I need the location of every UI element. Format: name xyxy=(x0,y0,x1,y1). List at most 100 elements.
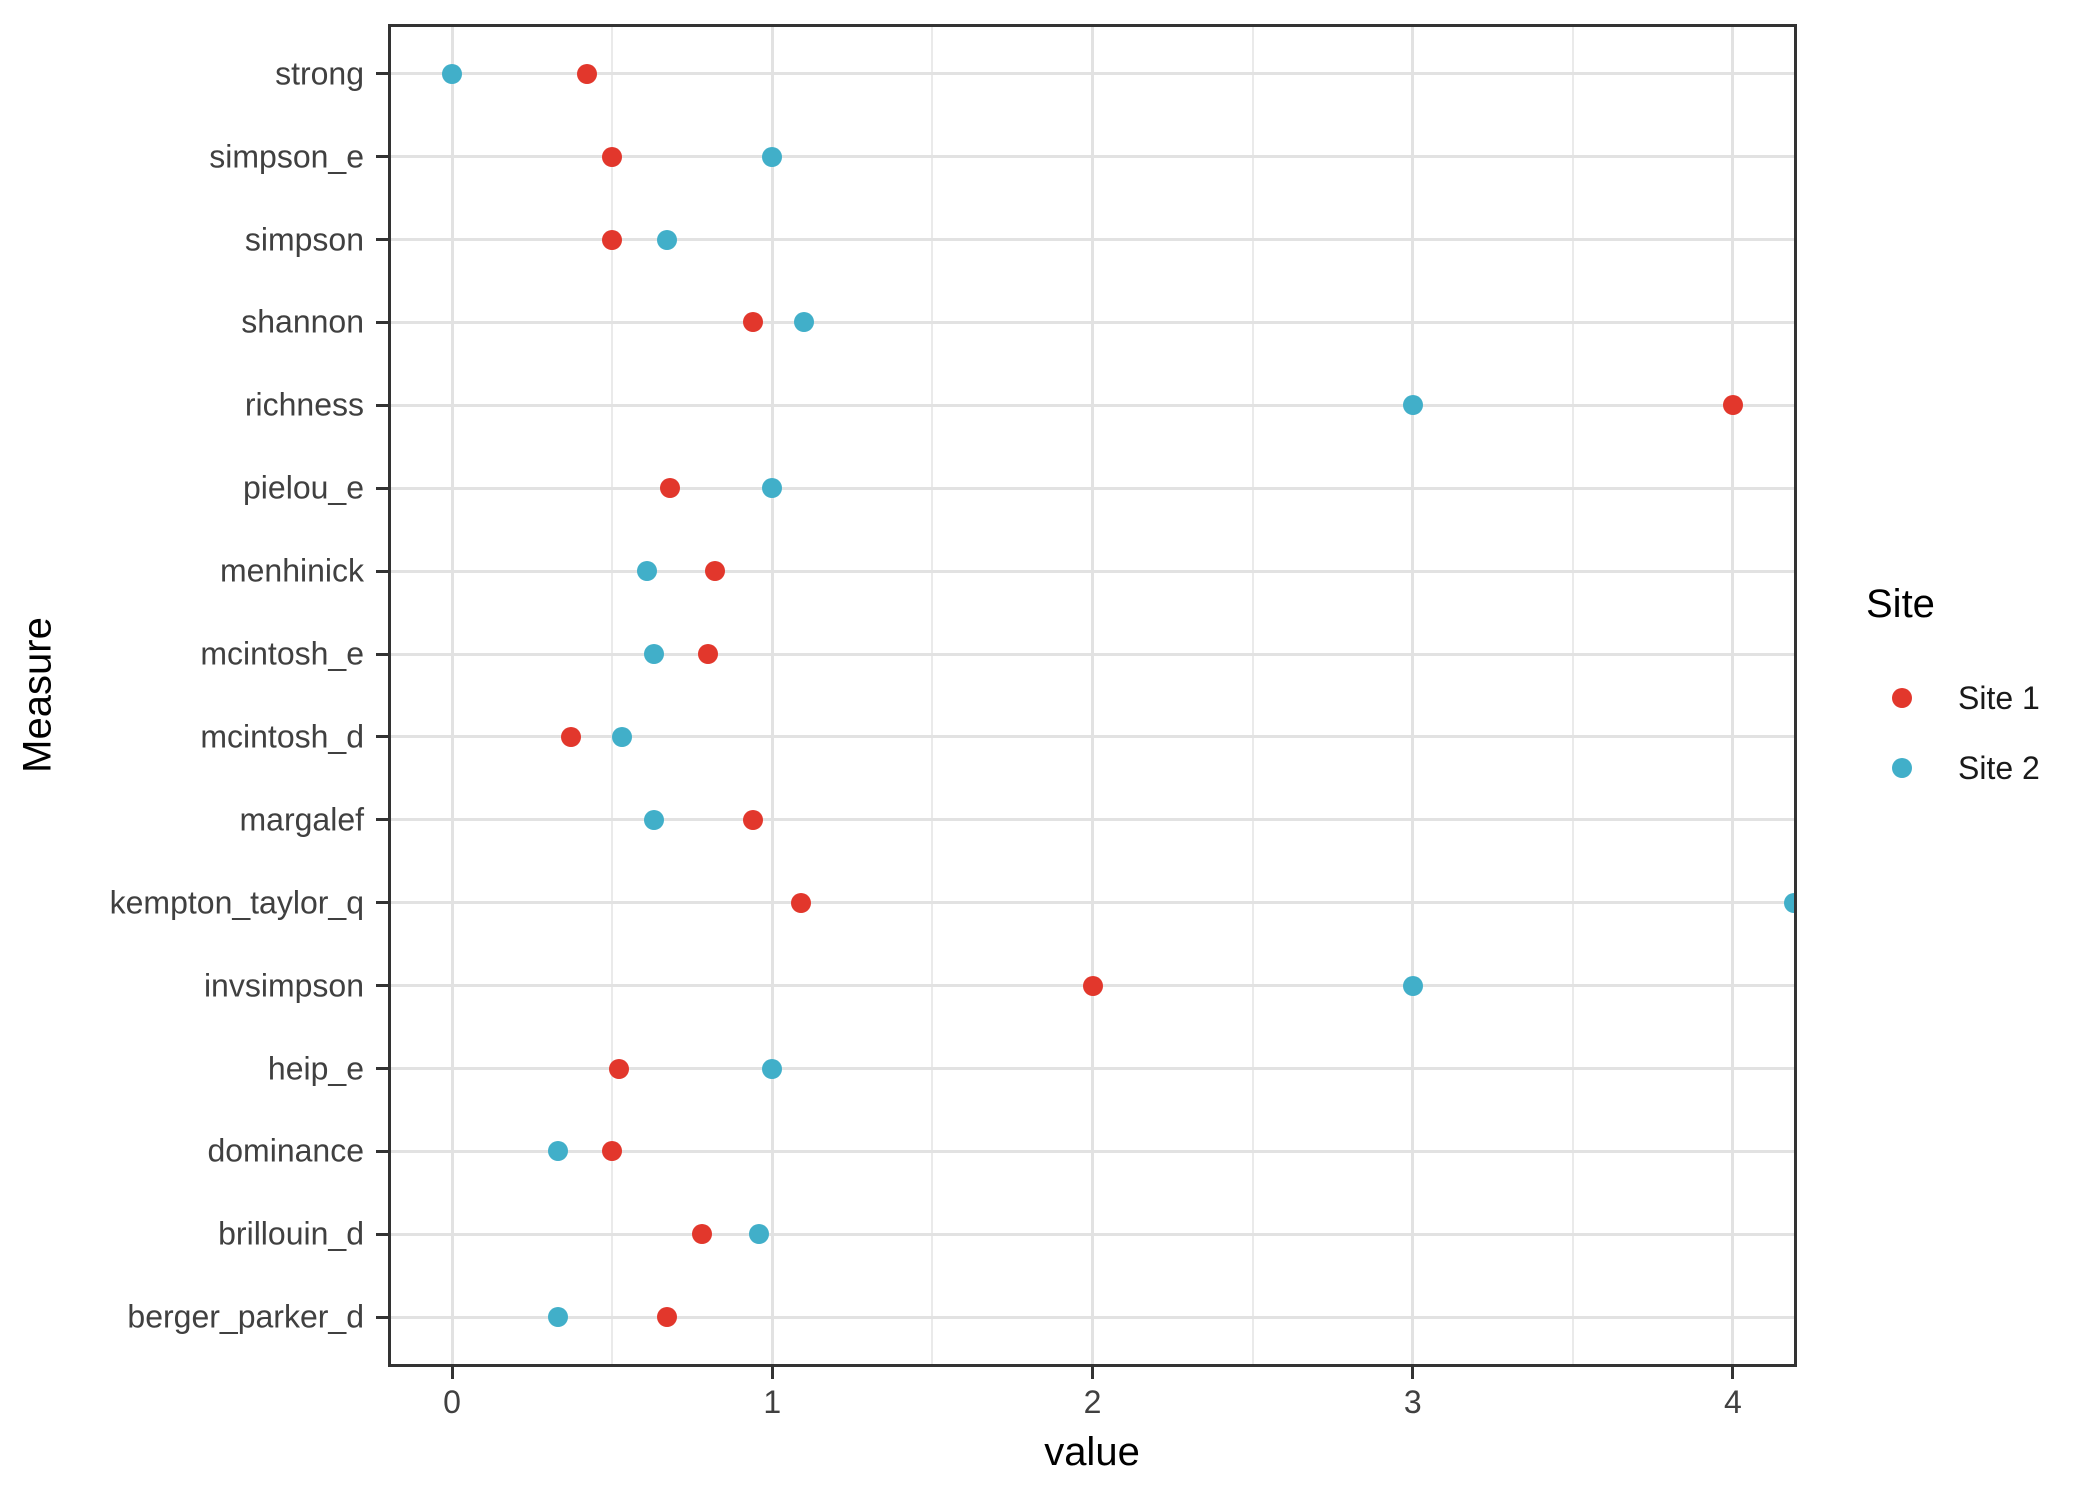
major-gridline xyxy=(1091,24,1094,1367)
y-axis-tick xyxy=(376,818,388,822)
legend-item-site2: Site 2 xyxy=(1862,733,2040,803)
data-point-site2 xyxy=(1402,395,1423,416)
y-axis-tick xyxy=(376,72,388,76)
data-point-site2 xyxy=(611,726,632,747)
y-axis-tick xyxy=(376,320,388,324)
data-point-site2 xyxy=(762,146,783,167)
data-point-site1 xyxy=(656,1307,677,1328)
y-tick-label: pielou_e xyxy=(243,469,364,506)
category-gridline xyxy=(388,486,1797,490)
y-tick-label: dominance xyxy=(207,1132,364,1169)
data-point-site1 xyxy=(602,1141,623,1162)
category-gridline xyxy=(388,901,1797,905)
y-axis-tick xyxy=(376,1149,388,1153)
data-point-site2 xyxy=(749,1224,770,1245)
data-point-site2 xyxy=(1783,892,1797,913)
x-axis-tick xyxy=(1411,1367,1415,1379)
data-point-site2 xyxy=(762,478,783,499)
category-gridline xyxy=(388,1067,1797,1071)
data-point-site2 xyxy=(547,1307,568,1328)
y-tick-label: richness xyxy=(244,386,364,423)
category-gridline xyxy=(388,818,1797,822)
legend: Site Site 1 Site 2 xyxy=(1862,582,2040,803)
category-gridline xyxy=(388,1149,1797,1153)
major-gridline xyxy=(1411,24,1415,1367)
y-tick-label: shannon xyxy=(241,303,364,340)
x-tick-label: 2 xyxy=(1083,1384,1102,1420)
x-tick-label: 1 xyxy=(763,1384,782,1420)
x-tick-label: 3 xyxy=(1403,1384,1422,1420)
category-gridline xyxy=(388,652,1797,656)
category-gridline xyxy=(388,1232,1797,1236)
y-tick-label: heip_e xyxy=(267,1050,364,1087)
legend-item-site1: Site 1 xyxy=(1862,663,2040,733)
data-point-site1 xyxy=(602,229,623,250)
y-tick-label: mcintosh_e xyxy=(200,635,364,672)
data-point-site1 xyxy=(704,561,725,582)
category-gridline xyxy=(388,1315,1797,1319)
major-gridline xyxy=(770,24,774,1367)
data-point-site2 xyxy=(547,1141,568,1162)
data-point-site2 xyxy=(643,644,664,665)
y-axis-title: Measure xyxy=(15,617,60,773)
y-axis-tick xyxy=(376,652,388,656)
category-gridline xyxy=(388,735,1797,739)
legend-label-site1: Site 1 xyxy=(1958,679,2040,716)
data-point-site1 xyxy=(608,1058,629,1079)
y-axis-tick xyxy=(376,984,388,988)
y-axis-tick xyxy=(376,1315,388,1319)
y-axis-tick xyxy=(376,238,388,242)
y-tick-label: simpson xyxy=(244,221,364,258)
data-point-site2 xyxy=(656,229,677,250)
legend-label-site2: Site 2 xyxy=(1958,749,2040,786)
category-gridline xyxy=(388,238,1797,242)
category-gridline xyxy=(388,403,1797,407)
major-gridline xyxy=(450,24,454,1367)
y-axis-tick xyxy=(376,1067,388,1071)
x-axis-tick xyxy=(1091,1367,1094,1379)
y-axis-tick xyxy=(376,569,388,573)
y-tick-label: kempton_taylor_q xyxy=(109,884,364,921)
x-tick-label: 0 xyxy=(443,1384,461,1420)
y-axis-tick xyxy=(376,403,388,407)
data-point-site2 xyxy=(762,1058,783,1079)
y-tick-label: menhinick xyxy=(219,552,364,589)
data-point-site1 xyxy=(602,146,623,167)
category-gridline xyxy=(388,155,1797,159)
site2-dot-icon xyxy=(1892,758,1912,778)
y-tick-label: simpson_e xyxy=(209,138,364,175)
y-tick-label: invsimpson xyxy=(203,967,364,1004)
category-gridline xyxy=(388,72,1797,76)
data-point-site2 xyxy=(794,312,815,333)
y-axis-tick xyxy=(376,486,388,490)
data-point-site1 xyxy=(1082,975,1103,996)
data-point-site1 xyxy=(691,1224,712,1245)
data-point-site1 xyxy=(560,726,581,747)
y-tick-label: margalef xyxy=(239,801,365,838)
data-point-site2 xyxy=(643,809,664,830)
x-tick-label: 4 xyxy=(1724,1384,1742,1420)
plot-panel xyxy=(388,24,1797,1367)
y-axis-tick xyxy=(376,901,388,905)
y-axis-tick xyxy=(376,735,388,739)
y-tick-label: berger_parker_d xyxy=(127,1298,364,1335)
y-tick-label: mcintosh_d xyxy=(200,718,364,755)
category-gridline xyxy=(388,320,1797,324)
y-axis-tick xyxy=(376,1232,388,1236)
data-point-site1 xyxy=(576,63,597,84)
x-axis-tick xyxy=(1731,1367,1735,1379)
minor-gridline xyxy=(1571,24,1574,1367)
legend-title: Site xyxy=(1866,582,1935,626)
data-point-site2 xyxy=(442,63,463,84)
x-axis-title: value xyxy=(1044,1430,1140,1474)
x-axis-tick xyxy=(450,1367,454,1379)
y-tick-label: strong xyxy=(275,55,364,92)
site1-dot-icon xyxy=(1892,688,1912,708)
y-tick-label: brillouin_d xyxy=(218,1215,364,1252)
data-point-site1 xyxy=(1722,395,1743,416)
data-point-site2 xyxy=(1402,975,1423,996)
data-point-site1 xyxy=(698,644,719,665)
minor-gridline xyxy=(1251,24,1254,1367)
minor-gridline xyxy=(931,24,934,1367)
